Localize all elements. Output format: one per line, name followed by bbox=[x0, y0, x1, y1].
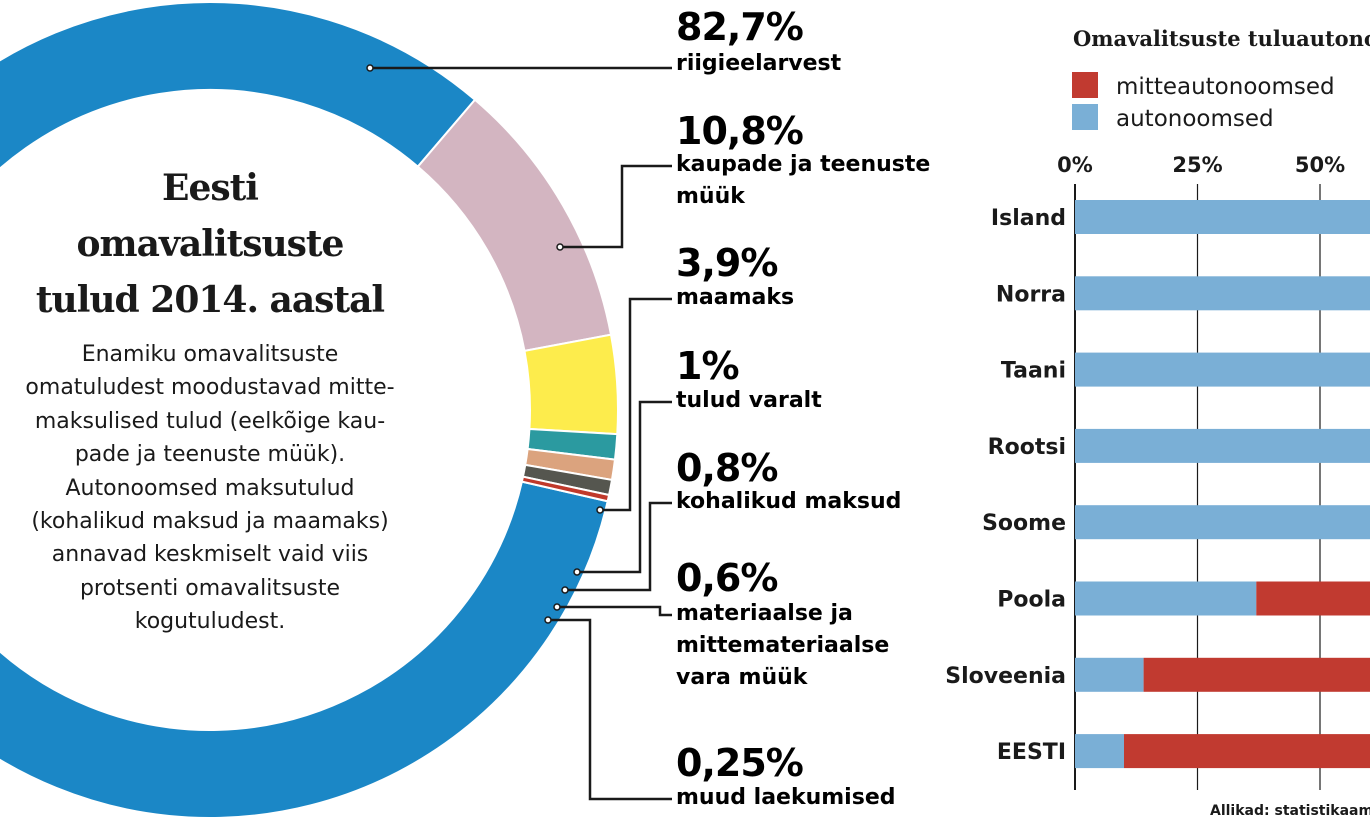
description-line: maksulised tulud (eelkõige kau- bbox=[34, 408, 386, 434]
bar-segment bbox=[1075, 200, 1370, 234]
bar-segment bbox=[1075, 734, 1124, 769]
slice-value-label: 0,6% bbox=[676, 556, 777, 600]
slice-value-label: 10,8% bbox=[676, 109, 803, 153]
leader-dot bbox=[573, 568, 581, 576]
bar-segment bbox=[1075, 276, 1370, 311]
category-label: Poola bbox=[997, 588, 1066, 613]
bar-segment bbox=[1143, 657, 1370, 692]
x-tick-label: 25% bbox=[1172, 153, 1222, 177]
legend-label: mitteautonoomsed bbox=[1116, 74, 1335, 100]
slice-name-label: kohalikud maksud bbox=[676, 489, 901, 514]
slice-value-label: 0,8% bbox=[676, 446, 777, 490]
leader-dot bbox=[553, 603, 561, 611]
description-line: Enamiku omavalitsuste bbox=[81, 342, 339, 367]
category-label: Sloveenia bbox=[945, 664, 1066, 689]
donut-description: Enamiku omavalitsuste omatuludest moodus… bbox=[0, 338, 440, 639]
legend-swatch bbox=[1072, 72, 1098, 98]
x-tick-label: 50% bbox=[1295, 153, 1345, 177]
slice-name-label: maamaks bbox=[676, 285, 794, 310]
leader-dot bbox=[366, 64, 374, 72]
donut-title-line: omavalitsuste bbox=[76, 223, 345, 265]
bar-chart-title: Omavalitsuste tuluautonoomsus bbox=[1073, 26, 1370, 51]
leader-line bbox=[577, 400, 672, 574]
description-line: annavad keskmiselt vaid viis bbox=[51, 542, 369, 568]
category-label: Taani bbox=[1001, 359, 1066, 384]
slice-value-label: 1% bbox=[676, 344, 739, 388]
category-label: EESTI bbox=[997, 740, 1066, 765]
legend-swatch bbox=[1072, 104, 1098, 130]
leader-line bbox=[560, 164, 672, 249]
category-label: Rootsi bbox=[988, 435, 1066, 460]
slice-name-label: vara müük bbox=[676, 665, 809, 690]
leader-line bbox=[600, 297, 672, 512]
donut-slice bbox=[0, 1, 609, 819]
slice-name-label: tulud varalt bbox=[676, 388, 822, 413]
x-tick-label: 0% bbox=[1057, 153, 1093, 177]
leader-dot bbox=[556, 243, 564, 251]
bar-segment bbox=[1256, 581, 1370, 616]
slice-name-label: müük bbox=[676, 184, 746, 209]
slice-value-label: 0,25% bbox=[676, 741, 803, 785]
donut-title-line: tulud 2014. aastal bbox=[35, 279, 385, 321]
slice-name-label: kaupade ja teenuste bbox=[676, 152, 930, 177]
bar-segment bbox=[1124, 734, 1370, 769]
leader-line bbox=[548, 618, 672, 801]
bar-segment bbox=[1075, 657, 1144, 692]
bar-segment bbox=[1075, 505, 1370, 540]
description-line: Autonoomsed maksutulud bbox=[65, 475, 355, 501]
bar-segment bbox=[1075, 428, 1370, 463]
description-line: omatuludest moodustavad mitte- bbox=[25, 375, 395, 401]
slice-name-label: mittemateriaalse bbox=[676, 633, 889, 658]
category-label: Island bbox=[991, 206, 1066, 231]
leader-line bbox=[557, 605, 672, 617]
category-label: Soome bbox=[982, 511, 1066, 536]
slice-value-label: 3,9% bbox=[676, 241, 777, 285]
description-line: kogutuludest. bbox=[134, 609, 286, 635]
bar-segment bbox=[1075, 352, 1370, 387]
slice-name-label: materiaalse ja bbox=[676, 601, 853, 626]
donut-slice bbox=[520, 475, 611, 503]
donut-title-line: Eesti bbox=[162, 167, 259, 209]
bar-segment bbox=[1075, 581, 1257, 616]
category-label: Norra bbox=[996, 282, 1066, 307]
description-line: pade ja teenuste müük). bbox=[74, 442, 346, 468]
description-line: (kohalikud maksud ja maamaks) bbox=[31, 509, 389, 535]
leader-line bbox=[565, 501, 672, 592]
legend-label: autonoomsed bbox=[1116, 106, 1274, 132]
leader-dot bbox=[561, 586, 569, 594]
description-line: protsenti omavalitsuste bbox=[79, 575, 341, 601]
source-note: Allikad: statistikaamet bbox=[1210, 803, 1370, 819]
slice-name-label: muud laekumised bbox=[676, 785, 895, 810]
leader-dot bbox=[596, 506, 604, 514]
leader-dot bbox=[544, 616, 552, 624]
slice-name-label: riigieelarvest bbox=[676, 51, 842, 76]
donut-title: Eesti omavalitsuste tulud 2014. aastal bbox=[0, 160, 420, 328]
slice-value-label: 82,7% bbox=[676, 5, 803, 49]
